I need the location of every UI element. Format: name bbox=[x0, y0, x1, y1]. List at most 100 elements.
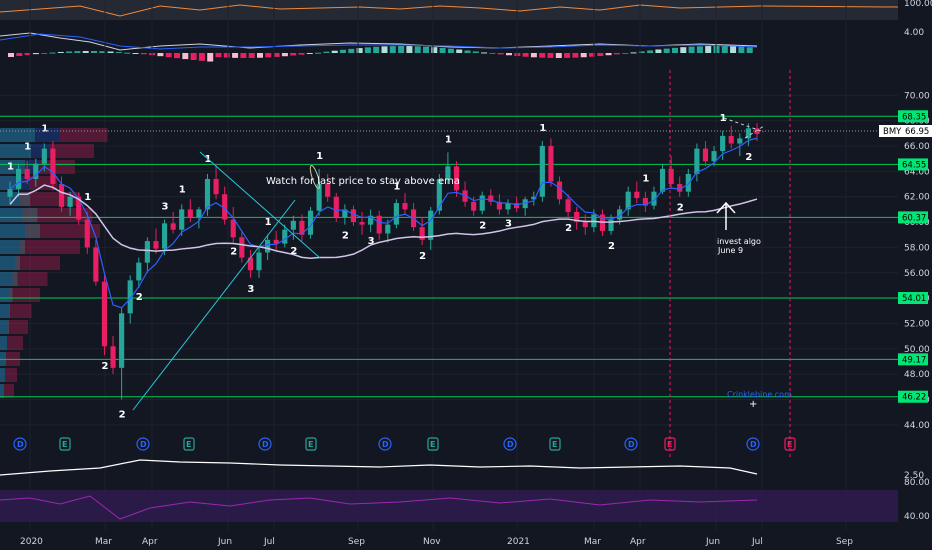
volume-profile-bar bbox=[0, 288, 13, 302]
price-tick-label: 48.00 bbox=[904, 370, 930, 380]
trendline-up bbox=[132, 199, 296, 411]
dividend-marker[interactable]: D bbox=[136, 437, 150, 451]
date-tick-label: Mar bbox=[95, 537, 112, 547]
volume-profile-bar bbox=[0, 368, 5, 382]
macd-histogram-bar bbox=[281, 53, 288, 57]
macd-histogram-bar bbox=[672, 47, 678, 53]
macd-histogram-bar bbox=[373, 46, 380, 53]
volume-profile-bar bbox=[0, 224, 25, 238]
candle-body bbox=[333, 196, 339, 218]
candle-body bbox=[694, 148, 700, 174]
count-labels: 11112223112312123121231221212 bbox=[7, 113, 752, 421]
event-marker-letter: D bbox=[262, 440, 269, 449]
candle-body bbox=[136, 262, 142, 281]
earnings-marker[interactable]: E bbox=[305, 437, 317, 451]
event-marker-shape bbox=[59, 437, 71, 451]
macd-histogram-bar bbox=[306, 53, 313, 54]
macd-histogram-bar bbox=[232, 53, 239, 58]
ema-line bbox=[9, 137, 758, 309]
macd-histogram-bar bbox=[572, 53, 579, 58]
macd-histogram-bar bbox=[456, 49, 463, 53]
macd-histogram-bar bbox=[638, 51, 645, 53]
candle-body bbox=[582, 222, 588, 228]
volume-profile-bar bbox=[7, 336, 23, 350]
macd-histogram-bar bbox=[439, 47, 446, 53]
count-label: 3 bbox=[368, 236, 375, 247]
candle-body bbox=[565, 199, 571, 212]
level-tag-bg bbox=[898, 390, 928, 403]
count-label: 2 bbox=[101, 361, 108, 372]
macd-histogram-bar bbox=[82, 51, 89, 53]
level-tag-value: 60.37 bbox=[902, 213, 926, 223]
earnings-marker[interactable]: E bbox=[427, 437, 439, 451]
macd-histogram-bar bbox=[414, 46, 421, 53]
price-tick-label: 44.00 bbox=[904, 421, 930, 431]
count-label: 1 bbox=[265, 217, 272, 228]
date-tick-label: Jun bbox=[705, 537, 720, 547]
macd-histogram-bar bbox=[530, 53, 537, 58]
top-indicator-line bbox=[0, 4, 899, 17]
macd-histogram-bar bbox=[215, 53, 222, 58]
price-tick-label: 52.00 bbox=[904, 319, 930, 329]
dividend-marker[interactable]: D bbox=[378, 437, 392, 451]
candle-body bbox=[316, 184, 322, 211]
candle-body bbox=[685, 173, 691, 192]
candle-body bbox=[93, 247, 99, 282]
candle-body bbox=[376, 215, 382, 234]
macd-histogram-bar bbox=[198, 53, 205, 61]
macd-histogram-bar bbox=[506, 53, 512, 56]
lower-indicator-panel: 2.50 bbox=[0, 459, 924, 481]
date-tick-label: Jun bbox=[217, 537, 232, 547]
count-label: 1 bbox=[539, 123, 546, 134]
earnings-marker[interactable]: E bbox=[664, 437, 676, 451]
rsi-label-80: 80.00 bbox=[904, 478, 930, 488]
volume-profile-bar bbox=[40, 160, 75, 174]
macd-histogram-bar bbox=[165, 53, 172, 58]
volume-profile-bar bbox=[0, 160, 40, 174]
dividend-marker[interactable]: D bbox=[503, 437, 517, 451]
candle-body bbox=[179, 209, 185, 230]
macd-histogram-bar bbox=[57, 51, 64, 53]
level-tag-bg bbox=[898, 211, 928, 224]
macd-histogram-bar bbox=[655, 49, 662, 53]
event-marker-letter: D bbox=[140, 440, 147, 449]
macd-histogram-bar bbox=[248, 53, 255, 58]
candle-body bbox=[273, 239, 279, 244]
count-label: 2 bbox=[677, 203, 684, 214]
candle-body bbox=[419, 227, 425, 240]
candle-body bbox=[16, 168, 22, 190]
event-marker-shape bbox=[549, 437, 561, 451]
volume-profile-bar bbox=[10, 288, 40, 302]
macd-histogram-bar bbox=[398, 46, 405, 53]
dividend-marker[interactable]: D bbox=[624, 437, 638, 451]
candle-body bbox=[436, 178, 442, 211]
earnings-marker[interactable]: E bbox=[183, 437, 195, 451]
event-marker-letter: E bbox=[62, 440, 67, 449]
macd-histogram-bar bbox=[41, 53, 48, 54]
macd-histogram-bar bbox=[157, 53, 164, 57]
macd-histogram-bar bbox=[8, 53, 14, 57]
macd-histogram-bar bbox=[423, 46, 429, 53]
candle-body bbox=[668, 168, 674, 185]
macd-histogram-bar bbox=[447, 48, 454, 53]
earnings-marker[interactable]: E bbox=[549, 437, 561, 451]
macd-histogram-bar bbox=[340, 49, 346, 53]
dividend-marker[interactable]: D bbox=[13, 437, 27, 451]
macd-label-4: 4.00 bbox=[904, 28, 924, 38]
earnings-marker[interactable]: E bbox=[784, 437, 796, 451]
macd-histogram-bar bbox=[265, 53, 272, 58]
event-marker-letter: D bbox=[628, 440, 635, 449]
dividend-marker[interactable]: D bbox=[258, 437, 272, 451]
macd-histogram-bar bbox=[613, 53, 620, 55]
candle-body bbox=[402, 203, 408, 210]
dividend-marker[interactable]: D bbox=[746, 437, 760, 451]
volume-profile-bar bbox=[0, 208, 38, 222]
price-tick-label: 50.00 bbox=[904, 345, 930, 355]
last-price-value: 66.95 bbox=[905, 127, 929, 137]
volume-profile-bar bbox=[0, 288, 10, 302]
macd-histogram-bar bbox=[564, 53, 571, 58]
last-price-tag: BMY 66.95 bbox=[879, 125, 932, 137]
earnings-marker[interactable]: E bbox=[59, 437, 71, 451]
